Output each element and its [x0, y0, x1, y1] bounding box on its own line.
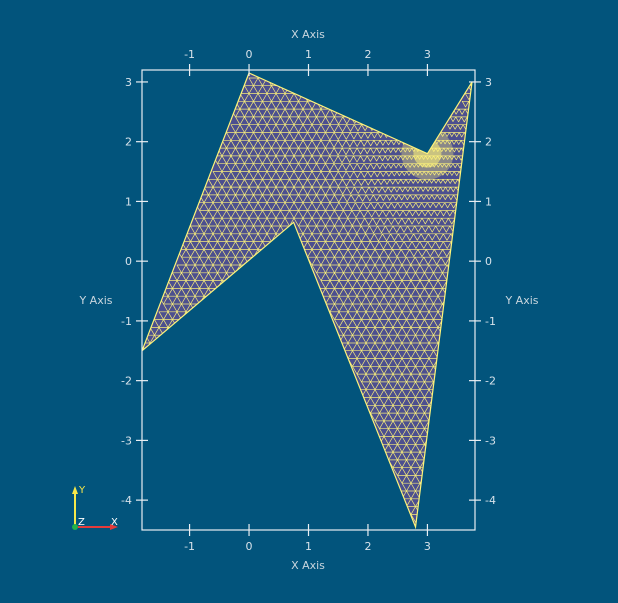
- y-arrow-icon: [72, 486, 78, 494]
- x-tick-label-bottom: -1: [184, 540, 195, 553]
- y-tick-label-right: -4: [485, 494, 496, 507]
- z-orientation-label: Z: [78, 517, 85, 528]
- x-tick-label-top: 2: [364, 48, 371, 61]
- x-tick-label-bottom: 0: [246, 540, 253, 553]
- y-tick-label-right: 1: [485, 195, 492, 208]
- y-tick-label-left: -3: [121, 434, 132, 447]
- y-tick-label-right: -2: [485, 375, 496, 388]
- x-orientation-label: X: [111, 517, 118, 528]
- y-tick-label-left: -2: [121, 375, 132, 388]
- z-axis-dot-icon: [72, 524, 78, 530]
- x-tick-label-top: 0: [246, 48, 253, 61]
- x-arrow-icon: [110, 524, 118, 530]
- y-tick-label-right: 2: [485, 136, 492, 149]
- y-tick-label-left: -1: [121, 315, 132, 328]
- y-tick-label-left: 3: [125, 76, 132, 89]
- x-tick-label-bottom: 1: [305, 540, 312, 553]
- x-tick-label-bottom: 2: [364, 540, 371, 553]
- axis-ticks: -1 -1 0 0 1 1 2 2 3 3 3 3 2 2 1 1 0 0 -1 -1 -2 -2 -3 -3 -4 -4: [121, 48, 496, 553]
- y-tick-label-right: 3: [485, 76, 492, 89]
- y-tick-label-right: -1: [485, 315, 496, 328]
- x-axis-title-top: X Axis: [291, 28, 325, 41]
- y-orientation-label: Y: [78, 485, 86, 496]
- x-tick-label-top: 1: [305, 48, 312, 61]
- x-axis-title-bottom: X Axis: [291, 559, 325, 572]
- y-tick-label-left: 1: [125, 195, 132, 208]
- x-tick-label-top: -1: [184, 48, 195, 61]
- y-tick-label-right: 0: [485, 255, 492, 268]
- x-tick-label-bottom: 3: [424, 540, 431, 553]
- y-tick-label-right: -3: [485, 434, 496, 447]
- x-tick-label-top: 3: [424, 48, 431, 61]
- orientation-axes-widget: Y Z X: [72, 485, 118, 530]
- y-tick-label-left: -4: [121, 494, 132, 507]
- y-tick-label-left: 0: [125, 255, 132, 268]
- mesh-polygon: [142, 72, 473, 528]
- y-axis-title-left: Y Axis: [78, 294, 112, 307]
- y-tick-label-left: 2: [125, 136, 132, 149]
- y-axis-title-right: Y Axis: [504, 294, 538, 307]
